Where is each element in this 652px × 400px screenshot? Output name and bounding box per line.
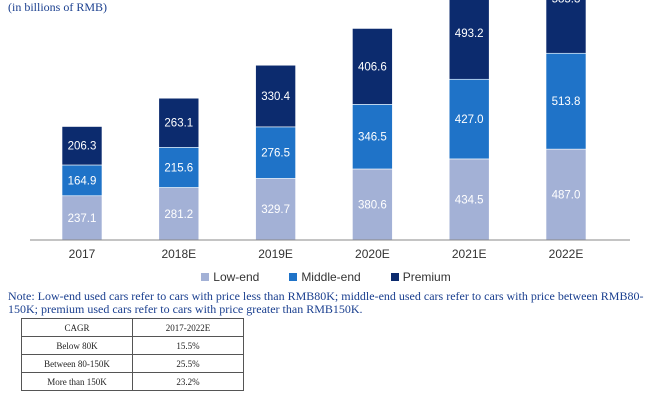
bar-segment-middle-end xyxy=(448,78,490,160)
data-label-premium: 406.6 xyxy=(358,61,387,73)
x-tick-labels-group: 2017 2018E 2019E 2020E 2021E 2022E xyxy=(69,247,584,261)
legend-label-low-end: Low-end xyxy=(213,270,260,284)
footnote: Note: Low-end used cars refer to cars wi… xyxy=(8,289,644,316)
value-labels-group: 237.1 164.9 206.3 281.2 215.6 263.1 329.7 276.5… xyxy=(68,0,581,225)
legend-label-premium: Premium xyxy=(402,270,451,284)
data-label-low-end: 281.2 xyxy=(164,209,193,221)
data-label-middle-end: 276.5 xyxy=(261,148,290,160)
legend-item-middle-end: Middle-end xyxy=(289,270,361,284)
bar-segment-premium xyxy=(352,28,393,105)
x-tick-label: 2019E xyxy=(258,247,293,261)
legend-item-low-end: Low-end xyxy=(201,270,259,284)
bar-segment-low-end xyxy=(61,195,103,241)
cagr-table-row: Below 80K 15.5% xyxy=(21,336,244,355)
data-label-low-end: 329.7 xyxy=(261,204,290,216)
bar-segment-low-end xyxy=(448,158,490,241)
data-label-premium: 330.4 xyxy=(261,91,290,103)
x-tick-label: 2017 xyxy=(69,247,96,261)
bar-segment-middle-end xyxy=(61,164,103,197)
data-label-low-end: 434.5 xyxy=(455,194,484,206)
bar-segment-premium xyxy=(61,126,103,166)
cagr-segment-cell: Below 80K xyxy=(21,336,133,355)
bar-segment-low-end xyxy=(255,178,296,241)
bar-segment-premium xyxy=(255,64,296,128)
bar-segment-premium xyxy=(448,0,490,80)
stacked-bar-chart: 237.1 164.9 206.3 281.2 215.6 263.1 329.7 276.5… xyxy=(30,0,630,261)
data-label-premium: 206.3 xyxy=(68,141,97,153)
bars-group xyxy=(61,0,587,241)
legend: Low-end Middle-end Premium xyxy=(0,270,652,284)
bar-segment-premium xyxy=(545,0,587,54)
cagr-header-cell: 2017-2022E xyxy=(132,318,244,337)
bar-segment-middle-end xyxy=(352,104,393,170)
cagr-value-cell: 25.5% xyxy=(132,354,244,373)
cagr-value-cell: 15.5% xyxy=(132,336,244,355)
data-label-middle-end: 513.8 xyxy=(552,96,581,108)
legend-item-premium: Premium xyxy=(390,270,451,284)
x-tick-label: 2021E xyxy=(452,247,487,261)
data-label-low-end: 237.1 xyxy=(68,213,97,225)
bar-segment-premium xyxy=(158,97,200,148)
bar-segment-middle-end xyxy=(255,126,296,179)
bar-segment-low-end xyxy=(158,187,200,241)
cagr-header-cell: CAGR xyxy=(21,318,133,337)
data-label-premium: 263.1 xyxy=(164,118,193,130)
data-label-middle-end: 164.9 xyxy=(68,175,97,187)
cagr-segment-cell: More than 150K xyxy=(21,372,133,391)
x-tick-label: 2022E xyxy=(549,247,584,261)
cagr-segment-cell: Between 80-150K xyxy=(21,354,133,373)
data-label-middle-end: 427.0 xyxy=(455,114,484,126)
unit-label: (in billions of RMB) xyxy=(8,0,108,14)
data-label-premium: 585.3 xyxy=(552,0,581,6)
data-label-middle-end: 346.5 xyxy=(358,132,387,144)
data-label-premium: 493.2 xyxy=(455,28,484,40)
data-label-low-end: 487.0 xyxy=(552,190,581,202)
legend-label-middle-end: Middle-end xyxy=(301,270,361,284)
cagr-table-row: More than 150K 23.2% xyxy=(21,372,244,391)
legend-swatch-middle-end xyxy=(289,273,298,281)
data-label-low-end: 380.6 xyxy=(358,199,387,211)
x-tick-label: 2018E xyxy=(161,247,196,261)
x-tick-label: 2020E xyxy=(355,247,390,261)
cagr-value-cell: 23.2% xyxy=(132,372,244,391)
cagr-table: CAGR 2017-2022E Below 80K 15.5% Between … xyxy=(21,318,244,391)
cagr-table-row: Between 80-150K 25.5% xyxy=(21,354,244,373)
data-label-middle-end: 215.6 xyxy=(164,162,193,174)
legend-swatch-low-end xyxy=(201,273,210,281)
cagr-table-header-row: CAGR 2017-2022E xyxy=(21,318,244,337)
legend-swatch-premium xyxy=(390,273,399,281)
